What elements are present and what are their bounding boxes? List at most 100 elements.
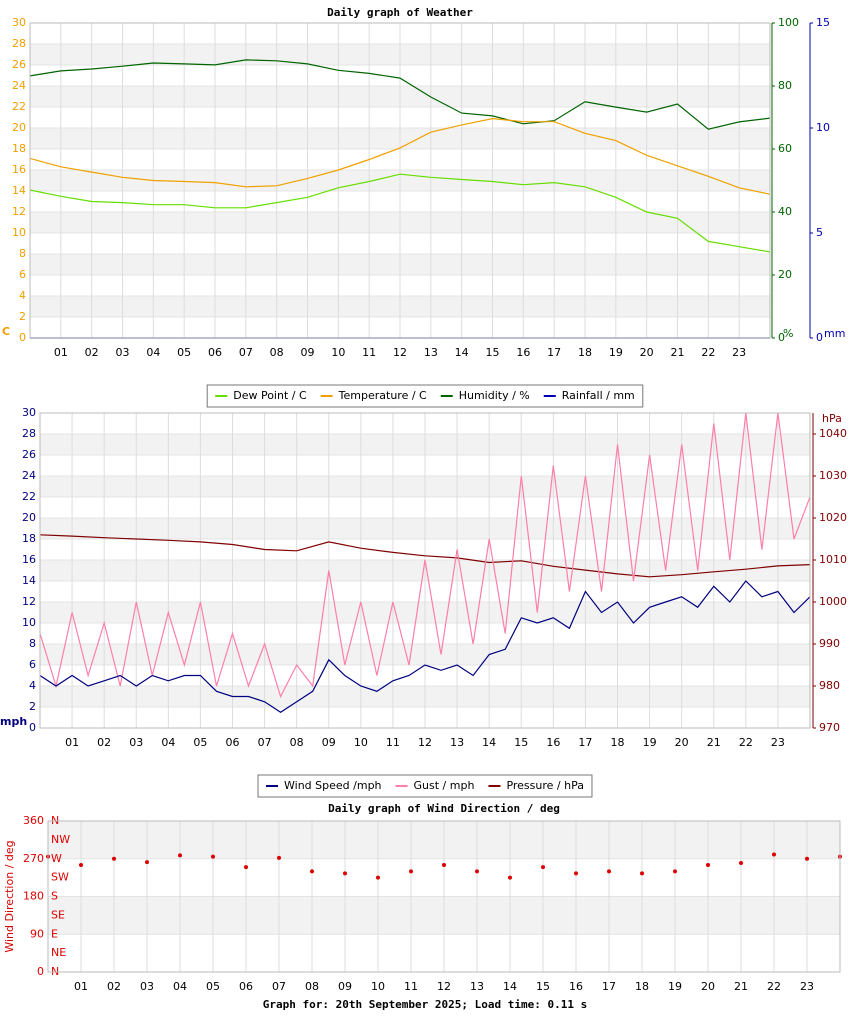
legend-label: Gust / mph: [414, 779, 475, 792]
legend-label: Humidity / %: [459, 389, 530, 402]
point: [112, 856, 116, 861]
point: [739, 860, 743, 865]
y-tick-label: 10: [12, 226, 26, 239]
x-tick-label: 15: [514, 736, 528, 749]
y-tick-label: 20: [12, 121, 26, 134]
y2-tick-label: 40: [778, 205, 792, 218]
point: [640, 871, 644, 876]
y-tick-label: 2: [19, 310, 26, 323]
plot-border: [39, 412, 811, 729]
series-line: [29, 117, 771, 195]
y-tick-label: 0: [29, 721, 36, 734]
point: [310, 869, 314, 874]
point: [211, 854, 215, 859]
x-tick-label: 16: [569, 980, 583, 993]
y-tick-label: 90: [30, 927, 44, 940]
x-tick-label: 10: [354, 736, 368, 749]
y-tick-label: 14: [22, 574, 36, 587]
point: [673, 869, 677, 874]
x-tick-label: 20: [640, 346, 654, 359]
point: [541, 865, 545, 870]
y2-tick-label: 100: [778, 16, 799, 29]
x-tick-label: 11: [362, 346, 376, 359]
legend: Dew Point / C Temperature / C Humidity / %…: [206, 384, 644, 408]
x-tick-label: 21: [734, 980, 748, 993]
y-axis-label: mph: [0, 715, 27, 728]
point: [343, 871, 347, 876]
legend-box: [257, 774, 593, 798]
x-tick-label: 02: [107, 980, 121, 993]
x-tick-label: 12: [437, 980, 451, 993]
plot-border: [29, 22, 771, 339]
x-tick-label: 05: [177, 346, 191, 359]
x-tick-label: 15: [536, 980, 550, 993]
x-tick-label: 01: [54, 346, 68, 359]
x-tick-label: 20: [701, 980, 715, 993]
x-tick-label: 11: [404, 980, 418, 993]
x-tick-label: 08: [270, 346, 284, 359]
y-tick-label: 16: [22, 553, 36, 566]
x-tick-label: 17: [547, 346, 561, 359]
x-tick-label: 02: [97, 736, 111, 749]
y-axis-label: C: [2, 325, 10, 338]
y-tick-label: 28: [12, 37, 26, 50]
x-tick-label: 03: [129, 736, 143, 749]
y2-tick-label: 20: [778, 268, 792, 281]
x-tick-label: 19: [643, 736, 657, 749]
legend-label: Pressure / hPa: [506, 779, 584, 792]
y-tick-label: 360: [23, 814, 44, 827]
legend: Wind Speed /mph Gust / mph Pressure / hPa: [257, 774, 593, 798]
chart-title: Daily graph of Weather: [327, 6, 473, 19]
y-tick-label: 26: [12, 58, 26, 71]
point: [244, 865, 248, 870]
y-tick-label: 22: [22, 490, 36, 503]
x-tick-label: 09: [301, 346, 315, 359]
x-tick-label: 05: [206, 980, 220, 993]
series-line: [39, 534, 811, 578]
y-tick-label: 14: [12, 184, 26, 197]
x-tick-label: 16: [516, 346, 530, 359]
x-tick-label: 10: [331, 346, 345, 359]
series-line: [39, 412, 811, 699]
x-tick-label: 17: [578, 736, 592, 749]
y2-tick-label: 970: [819, 721, 840, 734]
x-tick-label: 05: [193, 736, 207, 749]
y-tick-label: 22: [12, 100, 26, 113]
y3-tick-label: 10: [816, 121, 830, 134]
x-tick-label: 14: [455, 346, 469, 359]
y-tick-label: 18: [12, 142, 26, 155]
x-tick-label: 21: [707, 736, 721, 749]
x-tick-label: 18: [578, 346, 592, 359]
y3-axis-label: mm: [824, 327, 845, 340]
compass-label: E: [51, 927, 58, 940]
y-tick-label: 30: [12, 16, 26, 29]
y-tick-label: 0: [37, 965, 44, 978]
x-tick-label: 23: [732, 346, 746, 359]
x-tick-label: 07: [272, 980, 286, 993]
point: [805, 856, 809, 861]
x-tick-label: 12: [418, 736, 432, 749]
point: [409, 869, 413, 874]
y-tick-label: 28: [22, 427, 36, 440]
y-tick-label: 20: [22, 511, 36, 524]
point: [574, 871, 578, 876]
x-tick-label: 14: [503, 980, 517, 993]
x-tick-label: 07: [239, 346, 253, 359]
x-tick-label: 06: [208, 346, 222, 359]
point: [442, 863, 446, 868]
y-tick-label: 0: [19, 331, 26, 344]
y-tick-label: 2: [29, 700, 36, 713]
y-tick-label: 6: [29, 658, 36, 671]
y3-tick-label: 15: [816, 16, 830, 29]
point: [178, 853, 182, 858]
y2-axis-label: hPa: [822, 412, 842, 425]
x-tick-label: 06: [226, 736, 240, 749]
x-tick-label: 23: [771, 736, 785, 749]
point: [475, 869, 479, 874]
series-line: [29, 173, 771, 253]
compass-label: S: [51, 890, 58, 903]
y-tick-label: 24: [22, 469, 36, 482]
y-tick-label: 8: [29, 637, 36, 650]
legend-label: Rainfall / mm: [562, 389, 635, 402]
x-tick-label: 07: [258, 736, 272, 749]
